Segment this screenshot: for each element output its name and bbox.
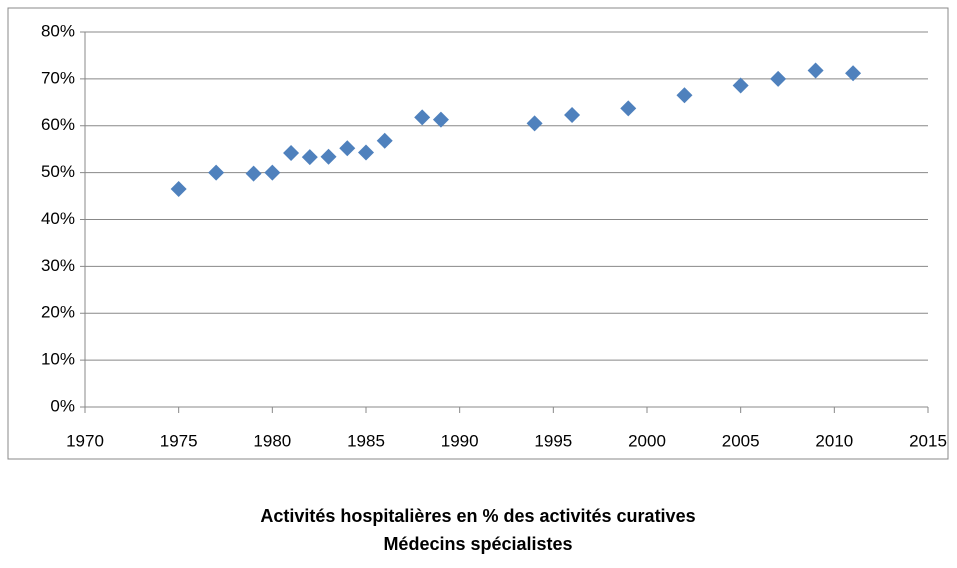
point — [264, 164, 281, 181]
y-tick-label: 80% — [41, 21, 75, 40]
point — [732, 77, 749, 94]
point — [208, 164, 225, 181]
point — [376, 132, 393, 149]
x-tick-label: 1970 — [66, 431, 104, 450]
x-tick-label: 2015 — [909, 431, 947, 450]
point — [414, 109, 431, 126]
point — [620, 100, 637, 117]
chart-border — [7, 7, 949, 460]
x-tick-label: 1990 — [441, 431, 479, 450]
x-tick-label: 2010 — [815, 431, 853, 450]
x-tick-label: 2000 — [628, 431, 666, 450]
y-tick-label: 40% — [41, 209, 75, 228]
point — [283, 144, 300, 161]
x-tick-label: 1985 — [347, 431, 385, 450]
point — [432, 111, 449, 128]
point — [807, 62, 824, 79]
point — [320, 148, 337, 165]
point — [358, 144, 374, 161]
y-tick-label: 30% — [41, 256, 75, 275]
point — [301, 149, 318, 166]
point — [170, 181, 187, 198]
chart-subtitle: Médecins spécialistes — [383, 534, 572, 554]
y-tick-label: 70% — [41, 68, 75, 87]
point — [245, 165, 262, 182]
x-tick-label: 1980 — [253, 431, 291, 450]
point — [339, 140, 356, 157]
chart-title: Activités hospitalières en % des activit… — [260, 506, 695, 526]
point — [564, 106, 581, 123]
x-tick-label: 2005 — [722, 431, 760, 450]
y-tick-label: 50% — [41, 162, 75, 181]
y-tick-label: 10% — [41, 350, 75, 369]
y-tick-label: 0% — [50, 396, 75, 415]
point — [676, 87, 693, 104]
point — [770, 70, 787, 87]
y-tick-label: 20% — [41, 303, 75, 322]
point — [845, 65, 862, 82]
y-tick-label: 60% — [41, 115, 75, 134]
x-tick-label: 1995 — [534, 431, 572, 450]
x-tick-label: 1975 — [160, 431, 198, 450]
point — [526, 115, 543, 132]
